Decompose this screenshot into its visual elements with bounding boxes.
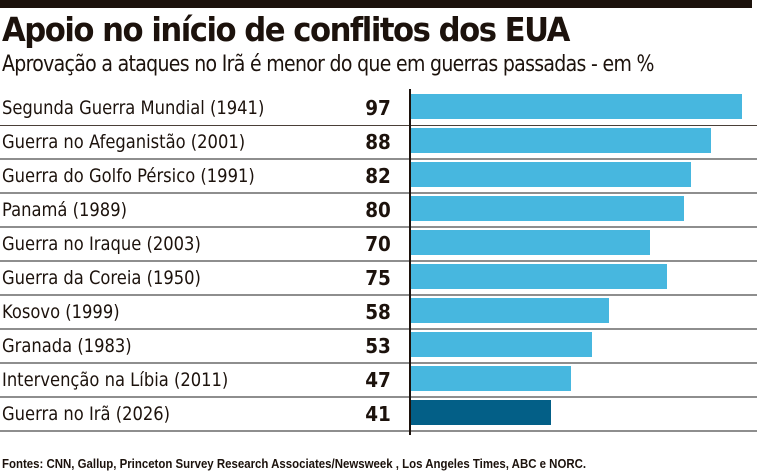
value-label: 75 xyxy=(365,266,391,290)
bar-row: Guerra no Afeganistão (2001) 88 xyxy=(0,125,757,160)
category-label: Guerra no Irã (2026) xyxy=(2,403,171,425)
value-label: 82 xyxy=(365,164,391,188)
row-separator xyxy=(0,260,757,262)
bar xyxy=(411,264,667,289)
row-separator xyxy=(0,124,757,126)
category-label: Intervenção na Líbia (2011) xyxy=(2,369,229,391)
bar xyxy=(411,162,691,187)
bar-row: Granada (1983) 53 xyxy=(0,329,757,364)
y-axis-line xyxy=(409,89,411,435)
bar-row: Guerra da Coreia (1950) 75 xyxy=(0,261,757,296)
category-label: Kosovo (1999) xyxy=(2,301,120,323)
chart-title: Apoio no início de conflitos dos EUA xyxy=(2,10,570,49)
category-label: Guerra no Afeganistão (2001) xyxy=(2,131,246,153)
value-label: 53 xyxy=(365,334,391,358)
bar xyxy=(411,298,609,323)
source-note: Fontes: CNN, Gallup, Princeton Survey Re… xyxy=(2,456,587,471)
chart-subtitle: Aprovação a ataques no Irã é menor do qu… xyxy=(2,52,655,77)
bar-row: Guerra no Irã (2026) 41 xyxy=(0,397,757,432)
category-label: Guerra no Iraque (2003) xyxy=(2,233,201,255)
row-separator xyxy=(0,362,757,364)
bar-row: Intervenção na Líbia (2011) 47 xyxy=(0,363,757,398)
category-label: Guerra da Coreia (1950) xyxy=(2,267,201,289)
value-label: 58 xyxy=(365,300,391,324)
category-label: Granada (1983) xyxy=(2,335,132,357)
bar xyxy=(411,196,684,221)
row-separator xyxy=(0,396,757,398)
bar xyxy=(411,128,712,153)
row-separator xyxy=(0,192,757,194)
bar xyxy=(411,332,592,357)
bar-row: Panamá (1989) 80 xyxy=(0,193,757,228)
bar-row: Guerra no Iraque (2003) 70 xyxy=(0,227,757,262)
bar-highlighted xyxy=(411,400,551,425)
top-rule xyxy=(0,0,752,8)
value-label: 97 xyxy=(365,96,391,120)
bar-row: Kosovo (1999) 58 xyxy=(0,295,757,330)
value-label: 41 xyxy=(365,402,391,426)
value-label: 47 xyxy=(365,368,391,392)
value-label: 70 xyxy=(365,232,391,256)
category-label: Guerra do Golfo Pérsico (1991) xyxy=(2,165,255,187)
bar-row: Guerra do Golfo Pérsico (1991) 82 xyxy=(0,159,757,194)
row-separator xyxy=(0,294,757,296)
bar xyxy=(411,366,572,391)
category-label: Segunda Guerra Mundial (1941) xyxy=(2,97,265,119)
bar-row: Segunda Guerra Mundial (1941) 97 xyxy=(0,91,757,126)
row-separator xyxy=(0,328,757,330)
value-label: 88 xyxy=(365,130,391,154)
row-separator xyxy=(0,158,757,160)
row-separator xyxy=(0,430,757,432)
value-label: 80 xyxy=(365,198,391,222)
bar xyxy=(411,230,650,255)
row-separator xyxy=(0,226,757,228)
bar xyxy=(411,94,742,119)
category-label: Panamá (1989) xyxy=(2,199,127,221)
